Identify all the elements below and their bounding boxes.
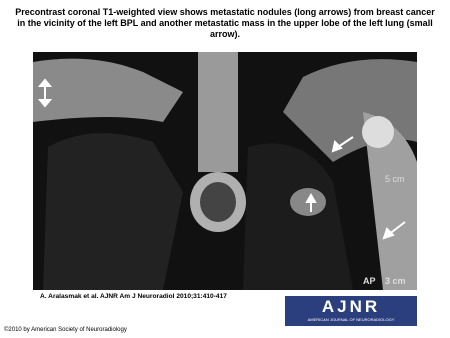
logo-subtitle: AMERICAN JOURNAL OF NEURORADIOLOGY	[307, 317, 395, 322]
copyright: ©2010 by American Society of Neuroradiol…	[4, 327, 127, 333]
logo-name: AJNR	[321, 297, 381, 316]
journal-logo: AJNR AMERICAN JOURNAL OF NEURORADIOLOGY	[285, 296, 417, 326]
image-label: AP	[363, 276, 376, 286]
image-label: 5 cm	[385, 174, 405, 184]
image-label: 3 cm	[385, 276, 406, 286]
citation: A. Aralasmak et al. AJNR Am J Neuroradio…	[40, 293, 227, 300]
title: Precontrast coronal T1-weighted view sho…	[15, 7, 435, 39]
mri-image: 5 cm AP 3 cm	[33, 52, 417, 290]
